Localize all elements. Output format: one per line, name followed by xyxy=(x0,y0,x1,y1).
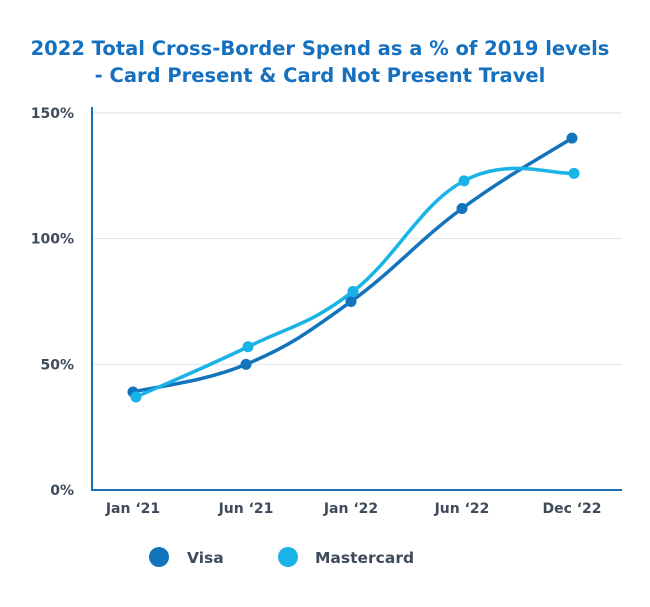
data-point-mastercard xyxy=(242,341,254,353)
data-point-visa xyxy=(456,203,468,215)
x-tick-label: Jan ‘22 xyxy=(323,501,378,517)
data-point-mastercard xyxy=(458,175,470,187)
y-tick-label: 150% xyxy=(31,106,74,122)
data-point-visa xyxy=(240,358,252,370)
legend: Visa Mastercard xyxy=(149,547,414,567)
series-line-mastercard xyxy=(134,166,576,399)
series-lines xyxy=(127,132,580,403)
y-tick-label: 100% xyxy=(31,232,74,248)
x-axis-ticks: Jan ‘21 Jun ‘21 Jan ‘22 Jun ‘22 Dec ‘22 xyxy=(105,501,602,517)
data-point-mastercard xyxy=(347,285,359,297)
y-axis-ticks: 0% 50% 100% 150% xyxy=(31,106,74,499)
legend-marker-mastercard xyxy=(278,547,298,567)
data-point-mastercard xyxy=(568,167,580,179)
chart-title-line-2: - Card Present & Card Not Present Travel xyxy=(95,64,546,87)
legend-marker-visa xyxy=(149,547,169,567)
data-point-visa xyxy=(566,132,578,144)
data-point-mastercard xyxy=(130,391,142,403)
x-tick-label: Dec ‘22 xyxy=(542,501,601,517)
x-tick-label: Jun ‘22 xyxy=(434,501,490,517)
x-tick-label: Jun ‘21 xyxy=(218,501,274,517)
x-tick-label: Jan ‘21 xyxy=(105,501,160,517)
series-line-visa xyxy=(131,136,574,394)
grid-lines xyxy=(92,112,622,365)
data-point-visa xyxy=(345,296,357,307)
chart-title-line-1: 2022 Total Cross-Border Spend as a % of … xyxy=(31,37,610,60)
legend-label-visa: Visa xyxy=(187,549,224,567)
y-tick-label: 0% xyxy=(50,483,74,499)
y-tick-label: 50% xyxy=(40,357,74,373)
legend-label-mastercard: Mastercard xyxy=(315,549,414,567)
